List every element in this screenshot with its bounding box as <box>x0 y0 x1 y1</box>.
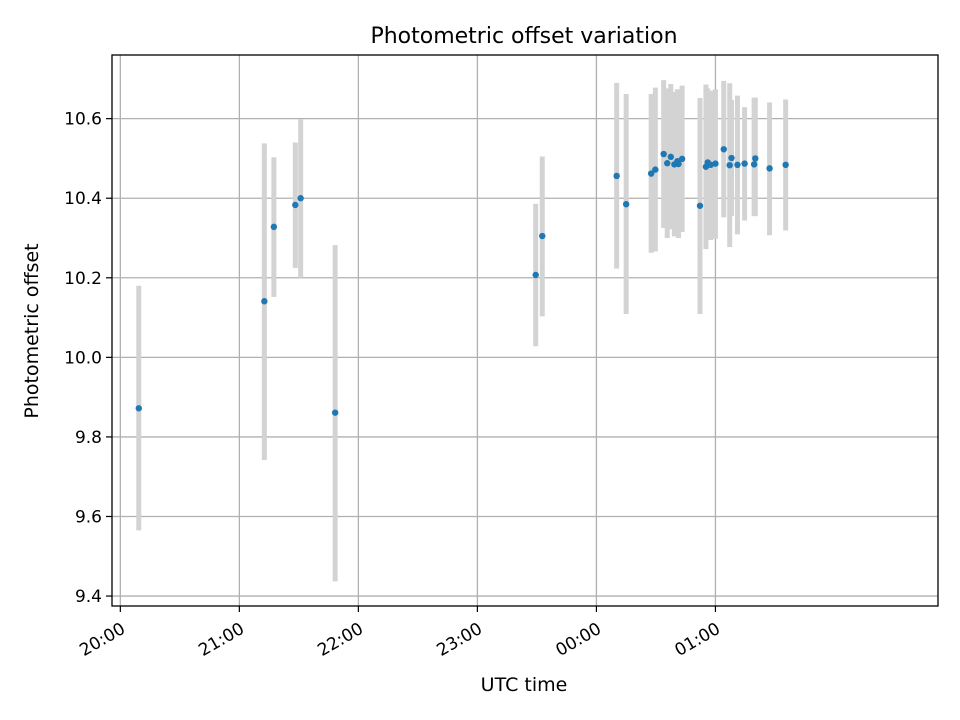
data-point <box>750 161 758 168</box>
data-point <box>664 160 671 167</box>
data-point <box>532 271 539 279</box>
plot-frame <box>111 54 939 607</box>
data-point <box>135 405 142 412</box>
x-axis-label: UTC time <box>481 674 568 696</box>
data-point <box>678 155 686 163</box>
data-point <box>270 223 278 231</box>
y-axis-label: Photometric offset <box>21 243 43 418</box>
y-tick-label: 10.2 <box>64 269 102 289</box>
data-point <box>782 161 789 169</box>
data-point <box>720 146 727 153</box>
y-tick-label: 10.0 <box>64 348 102 368</box>
data-point <box>741 160 748 167</box>
data-point <box>261 298 268 305</box>
y-tick-label: 10.4 <box>64 189 102 209</box>
data-point <box>652 166 659 173</box>
data-point <box>667 153 674 161</box>
y-tick-label: 9.6 <box>75 507 102 527</box>
data-point <box>766 165 773 172</box>
data-point <box>712 160 719 167</box>
data-point <box>726 162 733 169</box>
data-point <box>752 155 759 162</box>
y-tick-label: 9.8 <box>75 428 102 448</box>
data-point <box>297 195 304 202</box>
y-axis-ticks: 9.4 9.6 9.8 10.0 10.2 10.4 10.6 <box>64 110 112 607</box>
data-point <box>696 202 704 209</box>
chart-title: Photometric offset variation <box>370 24 677 49</box>
data-point <box>331 409 339 416</box>
data-point <box>292 201 299 209</box>
data-point <box>613 172 620 180</box>
y-tick-label: 9.4 <box>75 587 102 607</box>
data-point <box>660 150 667 158</box>
data-point <box>734 161 741 169</box>
data-point <box>675 160 682 168</box>
y-tick-label: 10.6 <box>64 110 102 130</box>
data-point <box>728 154 735 162</box>
data-point <box>647 170 655 177</box>
data-points <box>135 146 789 416</box>
data-point <box>622 200 630 208</box>
data-point <box>539 232 546 240</box>
